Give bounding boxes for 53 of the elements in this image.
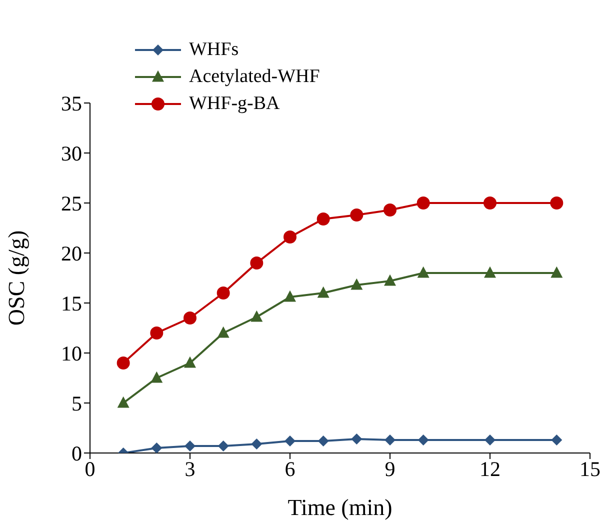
point	[317, 286, 330, 298]
point	[116, 356, 130, 370]
point	[284, 290, 296, 302]
point	[550, 266, 563, 278]
x-tick-label: 3	[184, 456, 196, 481]
point	[417, 266, 430, 278]
point	[184, 440, 196, 452]
point	[150, 371, 163, 383]
y-tick-label: 20	[61, 241, 82, 266]
point	[318, 436, 329, 446]
point	[350, 208, 364, 222]
y-tick-label: 25	[61, 191, 82, 216]
point	[218, 440, 229, 452]
y-tick-label: 35	[61, 91, 82, 116]
point	[384, 204, 396, 216]
legend-label: WHFs	[189, 38, 239, 60]
point	[150, 326, 164, 340]
point	[384, 274, 396, 286]
point	[484, 196, 496, 210]
y-tick-label: 5	[72, 391, 82, 416]
point	[484, 434, 496, 446]
y-tick-label: 0	[72, 441, 82, 466]
point	[316, 212, 330, 226]
point	[184, 356, 196, 368]
legend-label: WHF-g-BA	[189, 92, 280, 114]
point	[384, 434, 396, 446]
point	[351, 434, 362, 444]
point	[418, 434, 429, 446]
point	[350, 278, 363, 290]
point	[284, 230, 296, 244]
point	[151, 442, 162, 453]
x-axis-title: Time (min)	[288, 495, 392, 520]
point	[416, 196, 430, 210]
point	[250, 256, 264, 270]
point	[484, 266, 496, 278]
point	[217, 326, 230, 338]
x-tick-label: 9	[384, 456, 396, 481]
y-tick-label: 30	[61, 141, 82, 166]
point	[284, 436, 296, 446]
legend-label: Acetylated-WHF	[189, 66, 320, 88]
point	[117, 396, 130, 408]
point	[216, 286, 230, 300]
y-axis-title: OSC (g/g)	[4, 230, 30, 326]
point	[184, 312, 196, 324]
y-tick-label: 10	[61, 341, 82, 366]
point	[251, 438, 262, 450]
point	[250, 310, 263, 322]
point	[550, 196, 564, 210]
x-tick-label: 12	[480, 456, 500, 481]
x-tick-label: 6	[284, 456, 296, 481]
point	[551, 434, 562, 446]
y-tick-label: 15	[61, 291, 82, 316]
x-tick-label: 15	[580, 456, 600, 481]
